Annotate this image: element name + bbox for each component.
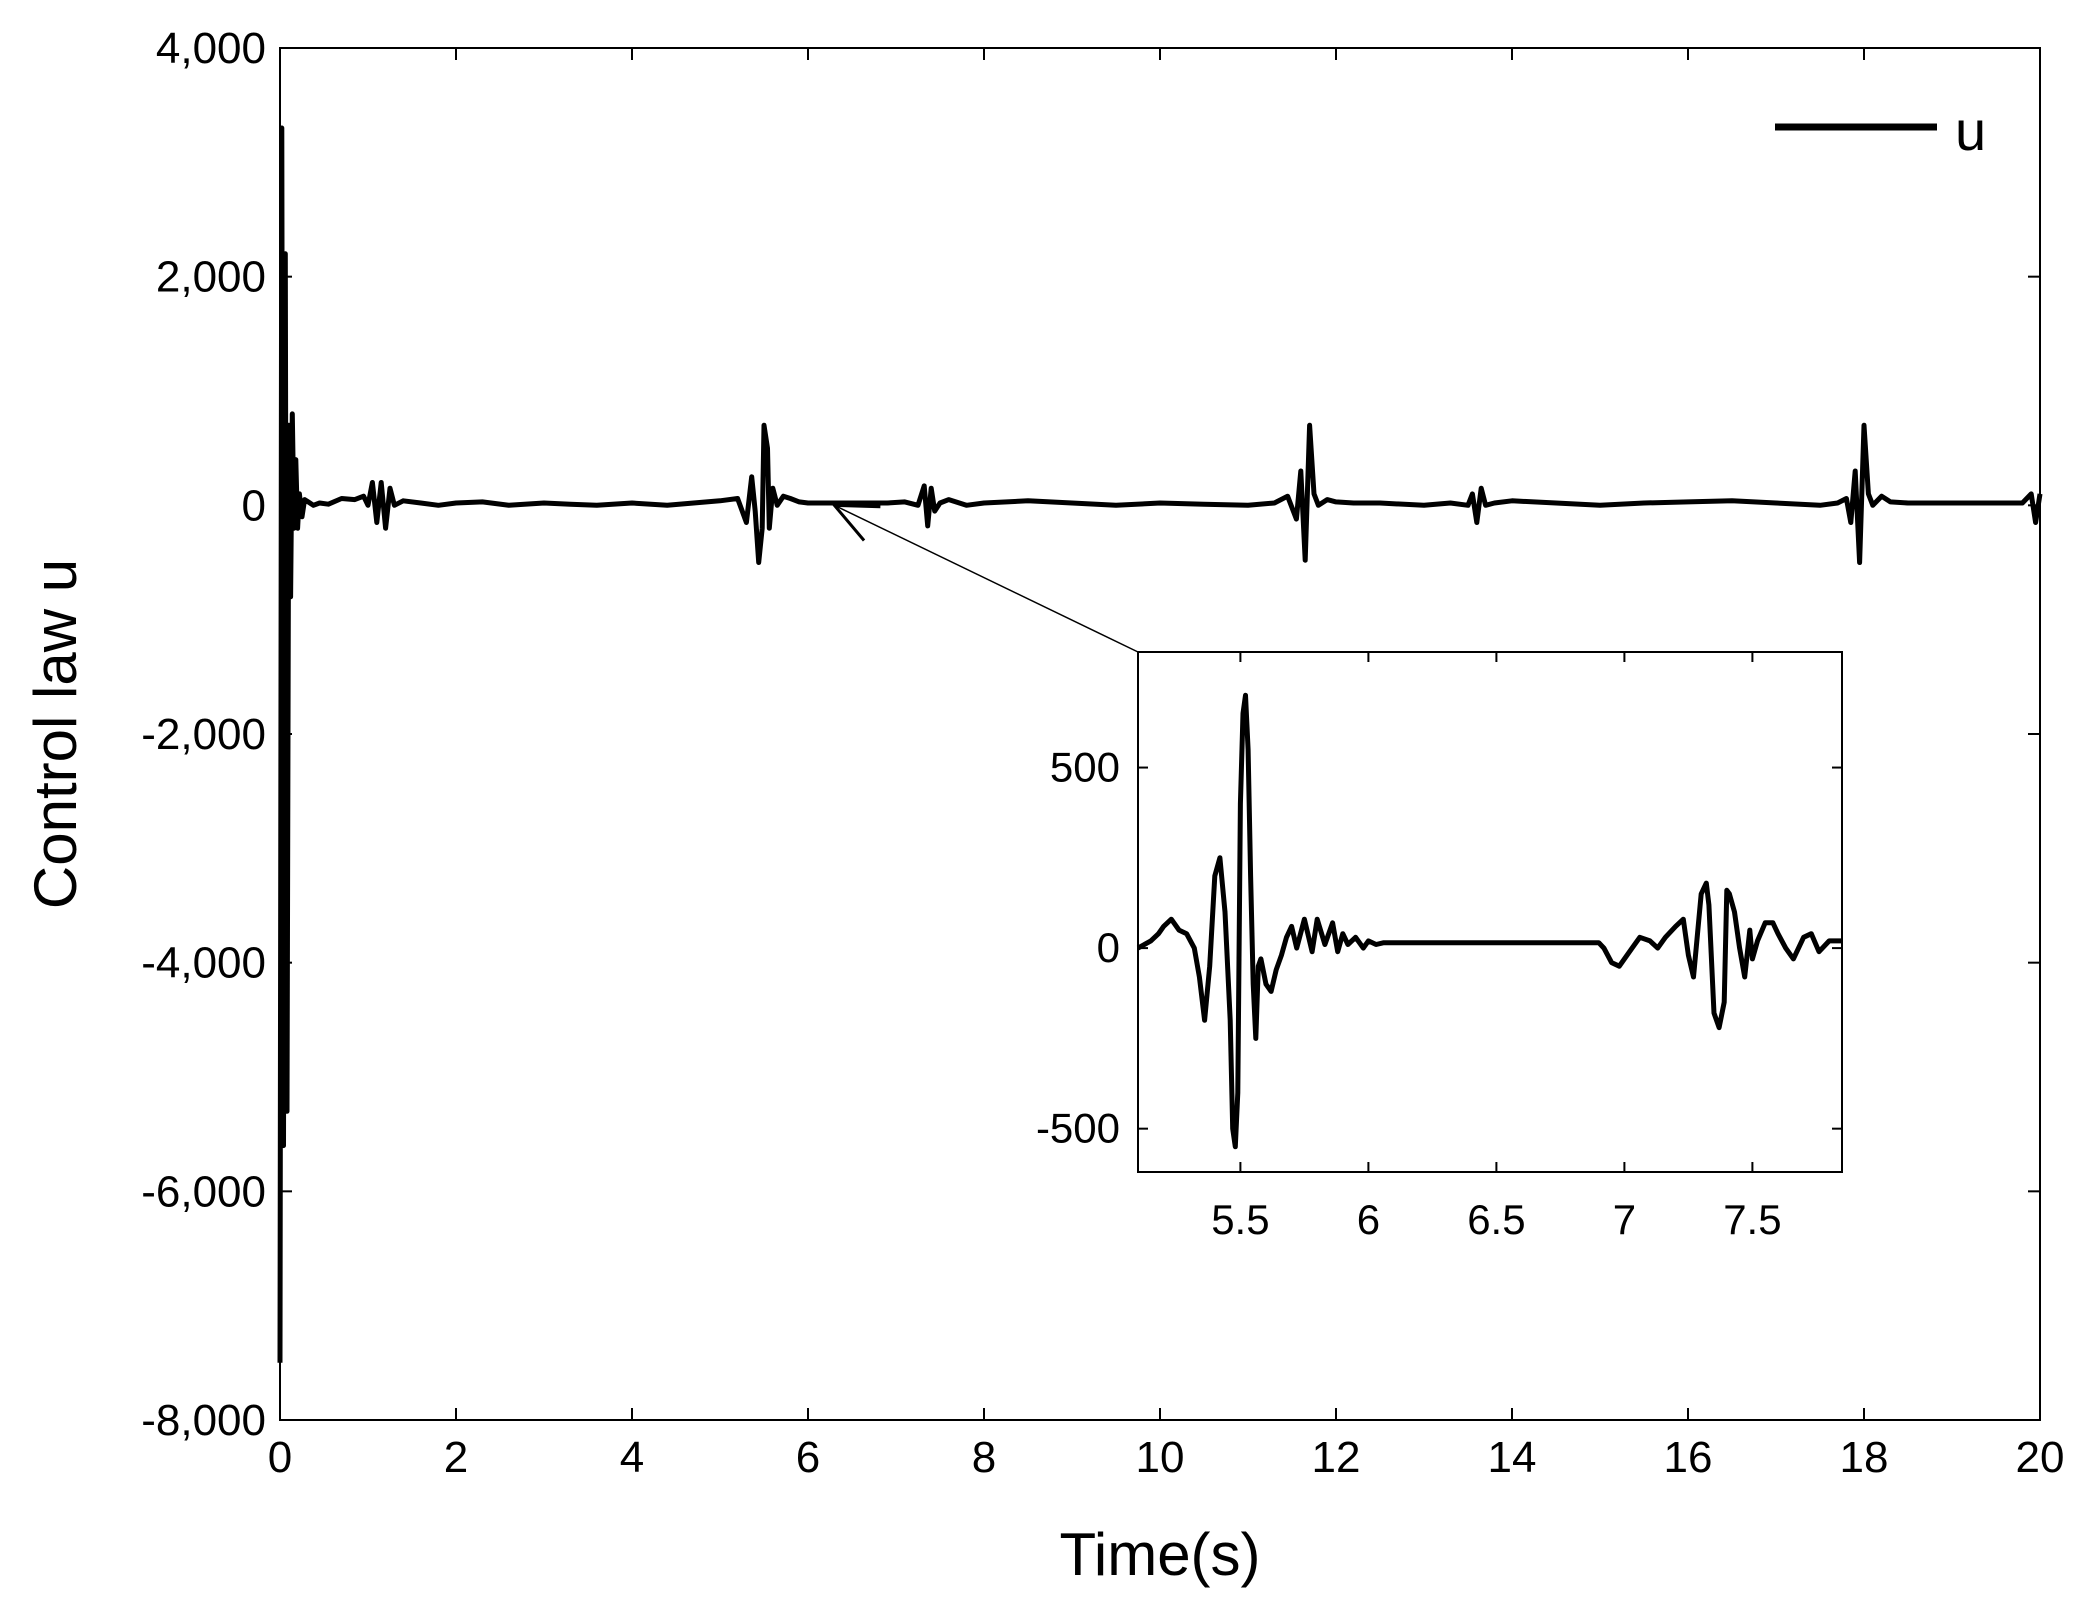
zoom-pointer-arrowhead: [831, 503, 881, 542]
legend: u: [1775, 99, 1986, 162]
x-tick-label: 18: [1840, 1433, 1889, 1482]
x-tick-label: 10: [1136, 1433, 1185, 1482]
y-tick-label: 4,000: [156, 24, 266, 73]
y-axis-title: Control law u: [22, 559, 89, 909]
inset-x-tick-label: 7.5: [1723, 1196, 1781, 1243]
x-tick-label: 20: [2016, 1433, 2065, 1482]
series-line-u: [277, 125, 2043, 1363]
y-tick-label: 0: [242, 481, 266, 530]
x-tick-label: 4: [620, 1433, 644, 1482]
inset-x-tick-label: 6.5: [1467, 1196, 1525, 1243]
x-tick-label: 0: [268, 1433, 292, 1482]
x-tick-label: 8: [972, 1433, 996, 1482]
zoom-pointer-line: [834, 504, 1139, 653]
inset-y-tick-label: -500: [1036, 1105, 1120, 1152]
y-tick-label: 2,000: [156, 253, 266, 302]
inset-x-tick-label: 5.5: [1211, 1196, 1269, 1243]
x-tick-label: 6: [796, 1433, 820, 1482]
inset-zoom-pointer: [831, 503, 1139, 653]
y-tick-label: -8,000: [141, 1396, 266, 1445]
x-tick-label: 16: [1664, 1433, 1713, 1482]
inset-x-tick-label: 6: [1357, 1196, 1380, 1243]
inset-chart: 5.5 6 6.5 7 7.5 500 0 -500: [1036, 651, 1843, 1243]
x-tick-label: 2: [444, 1433, 468, 1482]
x-tick-label: 14: [1488, 1433, 1537, 1482]
legend-label: u: [1955, 99, 1986, 162]
y-tick-label: -6,000: [141, 1167, 266, 1216]
main-axis-tick-labels: 0 2 4 6 8 10 12 14 16 18 20 4,000 2,000 0 -2,000 -4,000…: [141, 24, 2064, 1482]
y-tick-label: -2,000: [141, 710, 266, 759]
inset-x-tick-label: 7: [1613, 1196, 1636, 1243]
inset-y-tick-label: 500: [1050, 744, 1120, 791]
y-tick-label: -4,000: [141, 939, 266, 988]
x-axis-title: Time(s): [1059, 1521, 1260, 1588]
inset-series-line-u: [1136, 692, 1842, 1150]
x-tick-label: 12: [1312, 1433, 1361, 1482]
inset-y-tick-label: 0: [1097, 924, 1120, 971]
main-plot-area: [277, 125, 2043, 1363]
main-axes-frame: [279, 47, 2041, 1421]
